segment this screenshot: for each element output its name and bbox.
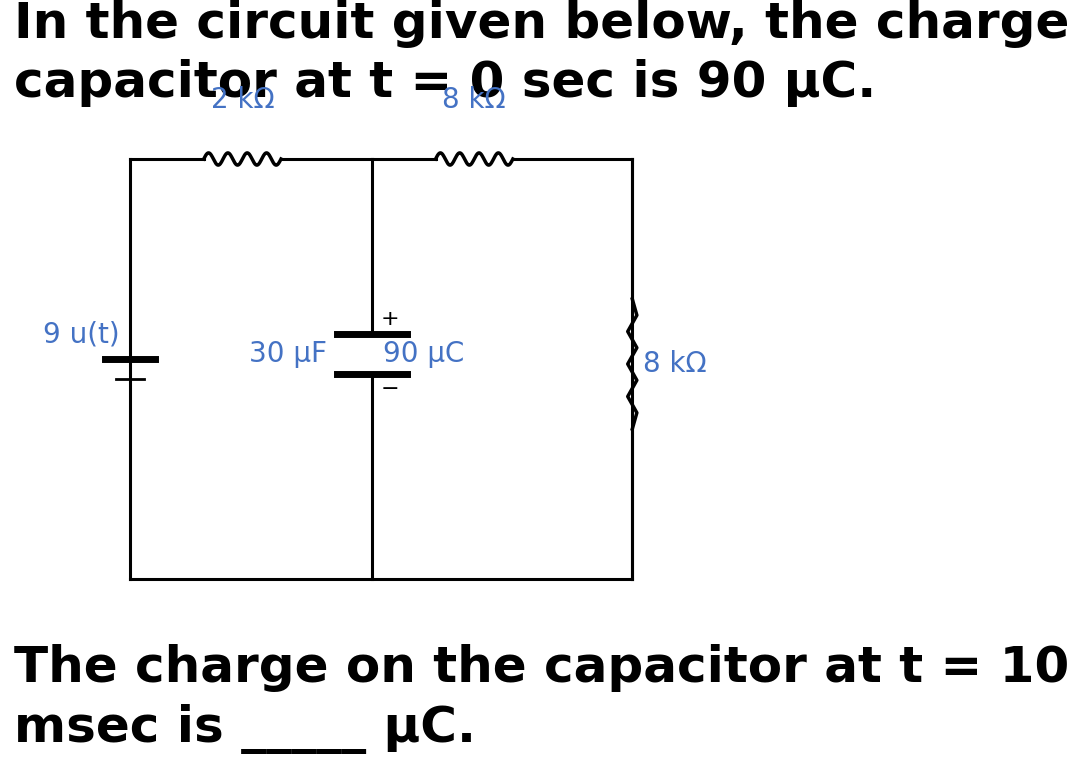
Text: 90 μC: 90 μC [383, 340, 464, 368]
Text: msec is _____ μC.: msec is _____ μC. [14, 704, 476, 754]
Text: capacitor at t = 0 sec is 90 μC.: capacitor at t = 0 sec is 90 μC. [14, 59, 876, 107]
Text: The charge on the capacitor at t = 10: The charge on the capacitor at t = 10 [14, 644, 1069, 692]
Text: −: − [381, 379, 400, 399]
Text: In the circuit given below, the charge on: In the circuit given below, the charge o… [14, 0, 1080, 48]
Text: 9 u(t): 9 u(t) [43, 320, 120, 348]
Text: 8 kΩ: 8 kΩ [443, 86, 507, 114]
Text: 2 kΩ: 2 kΩ [211, 86, 274, 114]
Text: +: + [381, 309, 400, 329]
Text: 8 kΩ: 8 kΩ [643, 350, 706, 378]
Text: 30 μF: 30 μF [248, 340, 326, 368]
